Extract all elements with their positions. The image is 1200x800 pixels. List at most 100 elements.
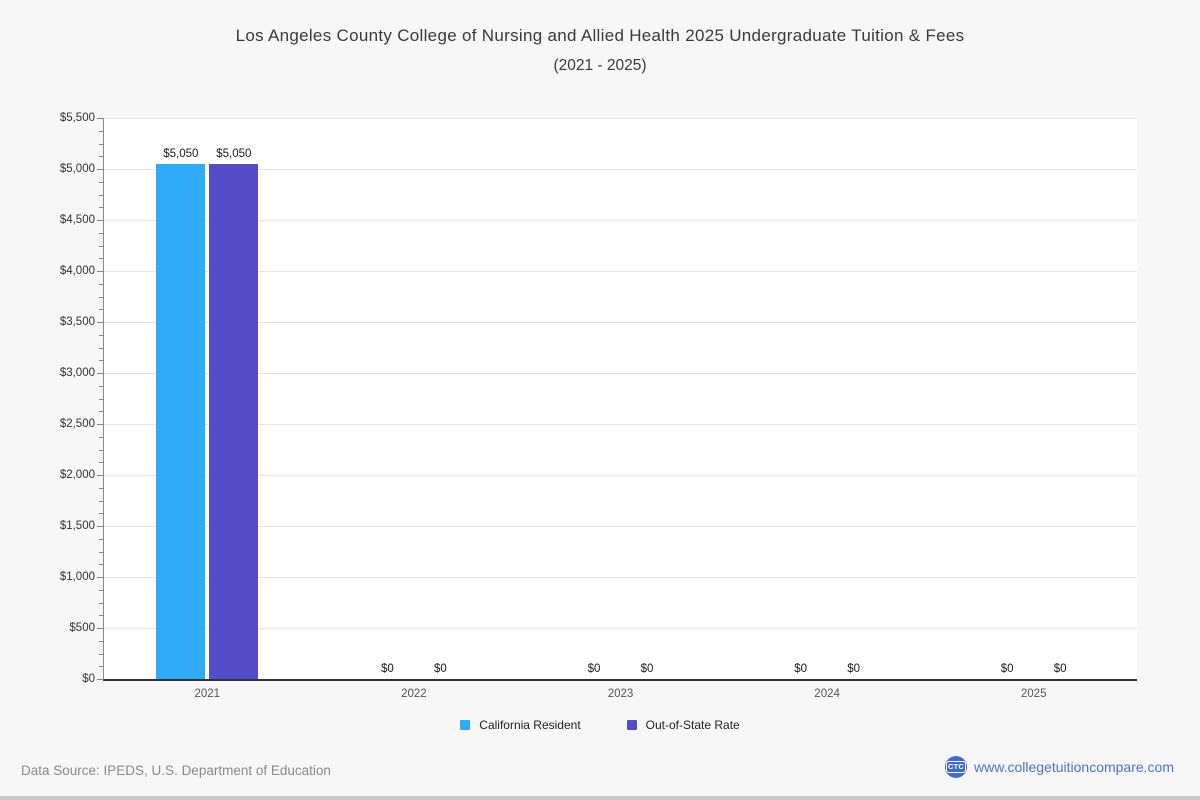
chart-subtitle: (2021 - 2025) (553, 57, 647, 74)
y-axis-major-tick (97, 373, 103, 374)
legend-marker-icon (626, 720, 637, 730)
gridline (104, 219, 1137, 221)
plot-area: $0 $500 $1,000 $1,500 $2,000 $2,500 $3,000 $3,5… (60, 112, 1137, 700)
y-axis-tick-label: $4,000 (59, 265, 95, 277)
y-axis-minor-tick (99, 653, 103, 655)
y-axis-major-tick (97, 526, 103, 527)
y-axis-tick-label: $1,500 (59, 520, 95, 532)
legend-marker-icon (460, 720, 471, 730)
y-axis-minor-tick (99, 245, 103, 247)
y-axis-minor-tick (99, 602, 103, 604)
y-axis-minor-tick (99, 398, 103, 400)
y-axis-tick-label: $500 (69, 622, 95, 634)
y-axis-minor-tick (99, 462, 103, 464)
y-axis-tick-label: $3,000 (59, 367, 95, 379)
ctc-logo-icon: CTC (945, 756, 968, 778)
y-axis-minor-tick (99, 309, 103, 311)
y-axis-minor-tick (99, 385, 103, 387)
gridline (104, 168, 1137, 170)
y-axis-minor-tick (99, 283, 103, 285)
legend-label: California Resident (479, 718, 581, 732)
bottom-edge-strip (0, 796, 1200, 800)
gridline (104, 525, 1137, 527)
y-axis-minor-tick (99, 296, 103, 298)
y-axis-major-tick (97, 220, 103, 221)
bar-value-label: $0 (587, 663, 601, 675)
y-axis-minor-tick (99, 207, 103, 209)
y-axis-minor-tick (99, 564, 103, 566)
y-axis-minor-tick (99, 156, 103, 158)
y-axis-tick-label: $5,000 (59, 163, 95, 175)
legend-item-out-of-state-rate[interactable]: Out-of-State Rate (626, 718, 740, 732)
bar-value-label: $0 (640, 663, 654, 675)
y-axis-tick-label: $2,500 (59, 418, 95, 430)
y-axis-major-tick (97, 628, 103, 629)
x-axis-year-label: 2024 (814, 688, 840, 700)
x-axis-year-label: 2021 (194, 688, 221, 700)
bar-value-label: $0 (1000, 663, 1014, 675)
y-axis-minor-tick (99, 538, 103, 540)
gridline (104, 423, 1137, 425)
ctc-logo-text: CTC (946, 761, 967, 773)
y-axis-minor-tick (99, 487, 103, 489)
bar-value-label: $0 (1053, 663, 1067, 675)
y-axis-tick-label: $3,500 (59, 316, 95, 328)
y-axis-major-tick (97, 577, 103, 578)
gridline (104, 474, 1137, 476)
y-axis-minor-tick (99, 347, 103, 349)
y-axis-minor-tick (99, 589, 103, 591)
y-axis-minor-tick (99, 436, 103, 438)
y-axis-major-tick (97, 322, 103, 323)
y-axis-minor-tick (99, 411, 103, 413)
legend: California Resident Out-of-State Rate (0, 718, 1200, 732)
chart-title: Los Angeles County College of Nursing an… (235, 26, 965, 45)
gridline (104, 576, 1137, 578)
x-axis-year-label: 2025 (1020, 688, 1047, 700)
bar-2021-out-of-state-rate[interactable] (209, 163, 259, 679)
y-axis-minor-tick (99, 666, 103, 668)
y-axis-minor-tick (99, 194, 103, 196)
bar-value-label: $0 (433, 663, 447, 675)
bar-value-label: $0 (794, 663, 807, 675)
y-axis-minor-tick (99, 640, 103, 642)
gridline (104, 627, 1137, 629)
y-axis-major-tick (97, 271, 103, 272)
gridline (104, 270, 1137, 272)
y-axis-minor-tick (99, 258, 103, 260)
legend-label: Out-of-State Rate (645, 718, 740, 732)
y-axis-major-tick (97, 118, 103, 119)
bar-value-label: $5,050 (216, 147, 252, 160)
x-axis-year-label: 2023 (607, 688, 634, 700)
website-link[interactable]: CTC www.collegetuitioncompare.com (945, 756, 1174, 778)
y-axis-minor-tick (99, 513, 103, 515)
data-source-note: Data Source: IPEDS, U.S. Department of E… (21, 763, 331, 778)
y-axis-major-tick (97, 679, 103, 680)
bar-value-label: $0 (380, 663, 394, 675)
y-axis-tick-label: $1,000 (59, 571, 95, 583)
bar-value-label: $0 (847, 663, 860, 675)
y-axis-tick-label: $5,500 (59, 112, 95, 124)
legend-item-california-resident[interactable]: California Resident (460, 718, 581, 732)
bar-value-label: $5,050 (163, 147, 199, 160)
y-axis-minor-tick (99, 181, 103, 183)
y-axis-minor-tick (99, 615, 103, 617)
gridline (104, 372, 1137, 374)
y-axis-minor-tick (99, 334, 103, 336)
y-axis-major-tick (97, 475, 103, 476)
y-axis-tick-label: $4,500 (59, 214, 95, 226)
website-url: www.collegetuitioncompare.com (974, 759, 1174, 775)
y-axis-tick-label: $0 (82, 673, 95, 685)
y-axis-minor-tick (99, 551, 103, 553)
y-axis-minor-tick (99, 143, 103, 145)
x-axis-year-label: 2022 (401, 688, 427, 700)
y-axis-minor-tick (99, 232, 103, 234)
y-axis-major-tick (97, 169, 103, 170)
y-axis-major-tick (97, 424, 103, 425)
gridline (104, 117, 1137, 119)
y-axis-tick-label: $2,000 (59, 469, 95, 481)
y-axis-minor-tick (99, 500, 103, 502)
gridline (104, 321, 1137, 323)
bar-2021-california-resident[interactable] (156, 163, 206, 679)
y-axis-minor-tick (99, 449, 103, 451)
y-axis-minor-tick (99, 130, 103, 132)
